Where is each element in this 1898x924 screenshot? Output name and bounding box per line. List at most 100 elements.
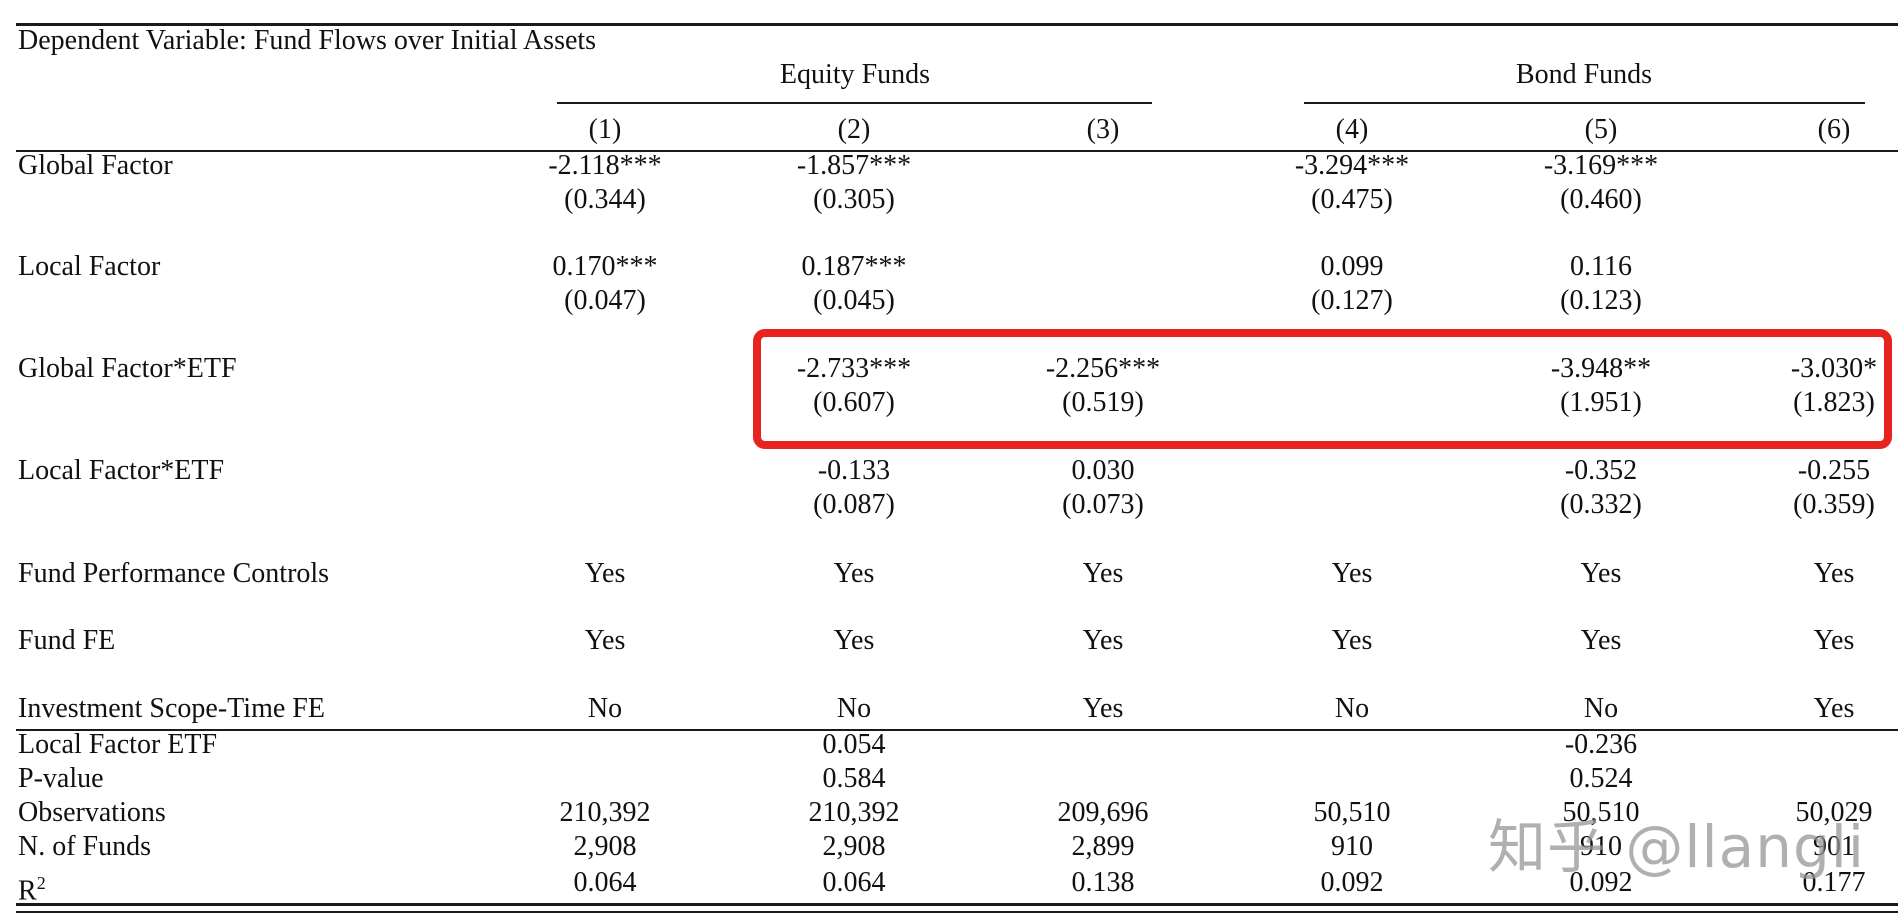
control-cell: Yes xyxy=(1082,693,1124,724)
group-header-bond: Bond Funds xyxy=(1515,59,1653,90)
row-label-local-factor-etf-sum: Local Factor ETF xyxy=(18,729,218,760)
control-cell: Yes xyxy=(1813,693,1855,724)
coef-cell: 0.170*** xyxy=(552,251,658,282)
coef-cell: -3.169*** xyxy=(1543,150,1659,181)
group-header-equity: Equity Funds xyxy=(779,59,931,90)
coef-cell: -2.256*** xyxy=(1045,353,1161,384)
control-cell: Yes xyxy=(584,558,626,589)
stat-cell: 2,908 xyxy=(822,831,886,862)
bottom-rule-2 xyxy=(16,911,1898,913)
control-cell: Yes xyxy=(584,625,626,656)
control-cell: No xyxy=(836,693,872,724)
stat-cell: 0.064 xyxy=(573,867,637,898)
bond-cmidrule xyxy=(1304,102,1865,104)
stat-cell: 50,510 xyxy=(1313,797,1391,828)
row-label-fund-fe: Fund FE xyxy=(18,625,116,656)
se-cell: (0.047) xyxy=(564,285,646,316)
column-header-2: (2) xyxy=(837,114,871,145)
coef-cell: 0.099 xyxy=(1320,251,1384,282)
se-cell: (0.607) xyxy=(813,387,895,418)
control-cell: Yes xyxy=(1580,625,1622,656)
row-label-global-factor: Global Factor xyxy=(18,150,173,181)
coef-cell: -0.255 xyxy=(1797,455,1871,486)
stat-cell: 910 xyxy=(1331,831,1373,862)
watermark: 知乎 @llangli xyxy=(1488,813,1866,881)
se-cell: (0.460) xyxy=(1560,184,1642,215)
row-label-local-factor-etf: Local Factor*ETF xyxy=(18,455,225,486)
coef-cell: 0.116 xyxy=(1570,251,1632,282)
se-cell: (1.951) xyxy=(1560,387,1642,418)
stat-cell: 0.054 xyxy=(822,729,886,760)
coef-cell: -3.294*** xyxy=(1294,150,1410,181)
stat-cell: 2,899 xyxy=(1071,831,1135,862)
row-label-global-factor-etf: Global Factor*ETF xyxy=(18,353,237,384)
r-squared-exponent: 2 xyxy=(36,873,46,893)
stat-cell: 0.092 xyxy=(1320,867,1384,898)
coef-cell: 0.187*** xyxy=(801,251,907,282)
se-cell: (0.305) xyxy=(813,184,895,215)
column-header-5: (5) xyxy=(1584,114,1618,145)
se-cell: (0.045) xyxy=(813,285,895,316)
stat-cell: 0.524 xyxy=(1569,763,1633,794)
control-cell: Yes xyxy=(1082,625,1124,656)
row-label-local-factor: Local Factor xyxy=(18,251,161,282)
control-cell: Yes xyxy=(1331,558,1373,589)
stat-cell: 0.177 xyxy=(1802,867,1866,898)
control-cell: Yes xyxy=(1331,625,1373,656)
coef-cell: -2.733*** xyxy=(796,353,912,384)
control-cell: Yes xyxy=(833,625,875,656)
stat-cell: 50,029 xyxy=(1795,797,1873,828)
coef-cell: -1.857*** xyxy=(796,150,912,181)
control-cell: Yes xyxy=(1580,558,1622,589)
stat-cell: 210,392 xyxy=(808,797,900,828)
stat-cell: 0.092 xyxy=(1569,867,1633,898)
bottom-rule-1 xyxy=(16,903,1898,906)
coef-cell: -3.948** xyxy=(1550,353,1652,384)
control-cell: Yes xyxy=(1813,558,1855,589)
top-rule xyxy=(16,23,1898,26)
column-header-3: (3) xyxy=(1086,114,1120,145)
stat-cell: 50,510 xyxy=(1562,797,1640,828)
highlight-box xyxy=(753,329,1892,449)
stat-cell: -0.236 xyxy=(1564,729,1638,760)
row-label-n-of-funds: N. of Funds xyxy=(18,831,152,862)
coef-cell: -2.118*** xyxy=(548,150,662,181)
stat-cell: 0.064 xyxy=(822,867,886,898)
coef-cell: -0.133 xyxy=(817,455,891,486)
se-cell: (0.073) xyxy=(1062,489,1144,520)
se-cell: (1.823) xyxy=(1793,387,1875,418)
control-cell: Yes xyxy=(833,558,875,589)
se-cell: (0.332) xyxy=(1560,489,1642,520)
se-cell: (0.475) xyxy=(1311,184,1393,215)
row-label-r-squared: R2 xyxy=(18,867,46,907)
stats-rule xyxy=(16,729,1898,731)
control-cell: No xyxy=(587,693,623,724)
se-cell: (0.123) xyxy=(1560,285,1642,316)
se-cell: (0.344) xyxy=(564,184,646,215)
se-cell: (0.519) xyxy=(1062,387,1144,418)
coef-cell: 0.030 xyxy=(1071,455,1135,486)
stat-cell: 0.138 xyxy=(1071,867,1135,898)
control-cell: Yes xyxy=(1082,558,1124,589)
se-cell: (0.359) xyxy=(1793,489,1875,520)
header-rule xyxy=(16,150,1898,152)
coef-cell: -3.030* xyxy=(1790,353,1878,384)
stat-cell: 210,392 xyxy=(559,797,651,828)
row-label-p-value: P-value xyxy=(18,763,104,794)
stat-cell: 901 xyxy=(1813,831,1855,862)
table-title: Dependent Variable: Fund Flows over Init… xyxy=(18,25,597,56)
stat-cell: 0.584 xyxy=(822,763,886,794)
control-cell: Yes xyxy=(1813,625,1855,656)
row-label-investment-scope-time-fe: Investment Scope-Time FE xyxy=(18,693,325,724)
se-cell: (0.127) xyxy=(1311,285,1393,316)
row-label-fund-performance-controls: Fund Performance Controls xyxy=(18,558,330,589)
row-label-observations: Observations xyxy=(18,797,166,828)
stat-cell: 2,908 xyxy=(573,831,637,862)
column-header-6: (6) xyxy=(1817,114,1851,145)
r-squared-base: R xyxy=(18,875,37,907)
control-cell: No xyxy=(1583,693,1619,724)
stat-cell: 209,696 xyxy=(1057,797,1149,828)
column-header-1: (1) xyxy=(588,114,622,145)
coef-cell: -0.352 xyxy=(1564,455,1638,486)
equity-cmidrule xyxy=(557,102,1152,104)
